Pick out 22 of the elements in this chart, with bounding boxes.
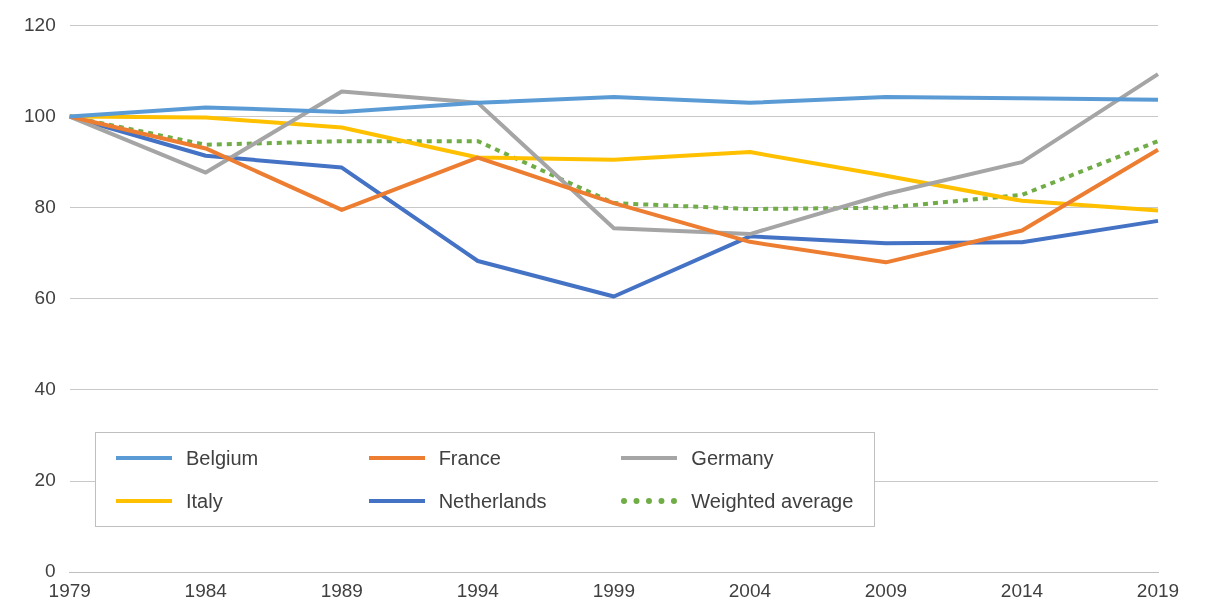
- y-tick-label: 0: [45, 560, 56, 582]
- x-tick-label: 2009: [864, 579, 908, 601]
- y-tick-label: 100: [24, 104, 56, 126]
- y-tick-label: 20: [34, 469, 56, 491]
- y-tick-label: 60: [34, 287, 56, 309]
- legend-label: Germany: [691, 446, 774, 470]
- y-tick-label: 120: [24, 13, 56, 35]
- x-tick-label: 1994: [456, 579, 500, 601]
- x-tick-label: 1984: [184, 579, 228, 601]
- x-tick-label: 2019: [1136, 579, 1180, 601]
- legend-label: France: [438, 446, 501, 470]
- legend-label: Netherlands: [438, 489, 547, 513]
- y-tick-label: 80: [34, 195, 56, 217]
- x-tick-label: 1979: [48, 579, 91, 601]
- legend-label: Weighted average: [691, 489, 854, 513]
- x-tick-label: 1999: [592, 579, 635, 601]
- y-tick-label: 40: [34, 378, 56, 400]
- x-tick-label: 1989: [320, 579, 363, 601]
- legend-label: Italy: [186, 489, 223, 513]
- x-tick-label: 2004: [728, 579, 772, 601]
- legend-label: Belgium: [186, 446, 259, 470]
- x-tick-label: 2014: [1000, 579, 1044, 601]
